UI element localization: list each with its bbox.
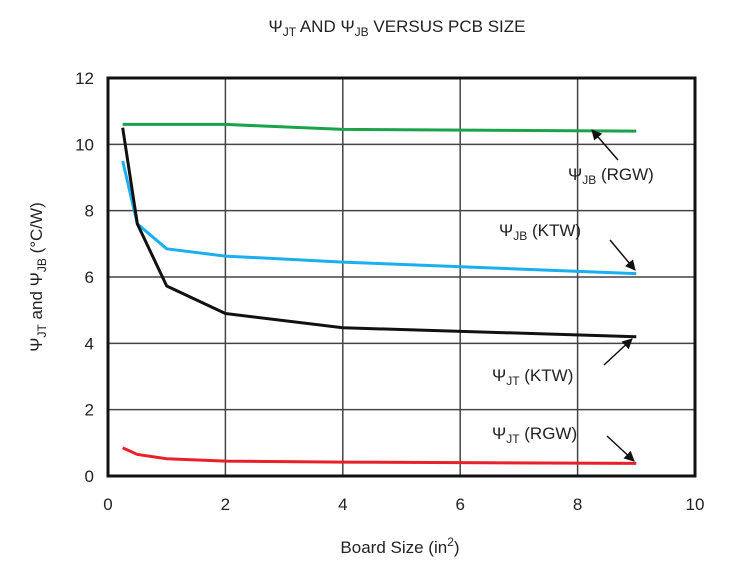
y-tick-label: 8 [85,202,94,221]
annotation-psi-jb-ktw: ΨJB (KTW) [499,221,636,271]
svg-text:ΨJB (RGW): ΨJB (RGW) [568,165,654,187]
series-line-3 [122,446,637,465]
series-line-0 [122,122,637,133]
y-tick-label: 6 [85,268,94,287]
arrow-icon [606,435,635,462]
grid [107,77,696,477]
x-tick-label: 0 [103,495,112,514]
x-tick-label: 8 [573,495,582,514]
y-tick-labels: 0 2 4 6 8 10 12 [75,69,94,486]
x-tick-label: 10 [686,495,705,514]
arrow-icon [591,129,619,161]
annotation-psi-jt-ktw: ΨJT (KTW) [492,338,633,388]
svg-text:ΨJT (KTW): ΨJT (KTW) [492,366,573,388]
arrow-icon [603,338,633,366]
x-axis-label: Board Size (in2) [340,535,459,557]
y-tick-label: 0 [85,467,94,486]
x-tick-label: 4 [338,495,347,514]
plot-frame [106,76,697,478]
y-tick-label: 10 [75,135,94,154]
chart-title: ΨJT AND ΨJB VERSUS PCB SIZE [269,17,526,39]
y-tick-label: 2 [85,401,94,420]
svg-text:ΨJB (KTW): ΨJB (KTW) [499,221,581,243]
annotation-psi-jt-rgw: ΨJT (RGW) [492,424,635,462]
annotation-psi-jb-rgw: ΨJB (RGW) [568,129,654,187]
x-tick-label: 6 [455,495,464,514]
x-tick-labels: 0 2 4 6 8 10 [103,495,704,514]
svg-text:ΨJT (RGW): ΨJT (RGW) [492,424,577,446]
series-lines [121,122,637,465]
y-axis-label: ΨJT and ΨJB (°C/W) [27,202,49,351]
x-tick-label: 2 [221,495,230,514]
y-tick-label: 4 [85,334,94,353]
arrow-icon [609,239,636,271]
series-line-1 [121,160,637,276]
y-tick-label: 12 [75,69,94,88]
series-line-2 [121,127,637,339]
